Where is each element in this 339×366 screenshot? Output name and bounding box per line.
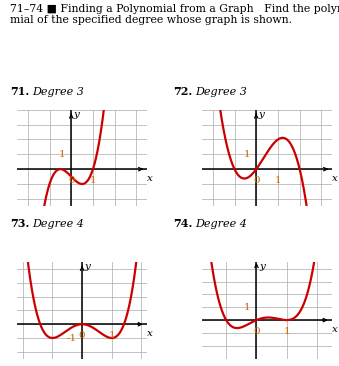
Text: x: x [147, 174, 153, 183]
Text: Degree 4: Degree 4 [195, 219, 247, 229]
Text: y: y [85, 262, 91, 271]
Text: 1: 1 [244, 150, 251, 159]
Text: x: x [147, 329, 153, 338]
Text: 74.: 74. [173, 218, 192, 229]
Text: 71–74 ■ Finding a Polynomial from a Graph   Find the polyno-: 71–74 ■ Finding a Polynomial from a Grap… [10, 4, 339, 14]
Text: 0: 0 [68, 176, 75, 185]
Text: x: x [332, 325, 338, 334]
Text: mial of the specified degree whose graph is shown.: mial of the specified degree whose graph… [10, 15, 292, 25]
Text: y: y [259, 110, 265, 119]
Text: y: y [259, 262, 265, 271]
Text: 71.: 71. [10, 86, 29, 97]
Text: x: x [332, 174, 338, 183]
Text: 73.: 73. [10, 218, 29, 229]
Text: 1: 1 [108, 331, 115, 340]
Text: y: y [74, 110, 80, 119]
Text: 0: 0 [79, 331, 85, 340]
Text: 1: 1 [89, 176, 96, 185]
Text: 0: 0 [253, 176, 260, 185]
Text: 72.: 72. [173, 86, 192, 97]
Text: Degree 4: Degree 4 [32, 219, 84, 229]
Text: Degree 3: Degree 3 [32, 87, 84, 97]
Text: 1: 1 [244, 303, 251, 312]
Text: -1: -1 [66, 333, 76, 343]
Text: 1: 1 [283, 327, 290, 336]
Text: 1: 1 [275, 176, 281, 185]
Text: 1: 1 [59, 150, 65, 159]
Text: 0: 0 [253, 327, 260, 336]
Text: Degree 3: Degree 3 [195, 87, 247, 97]
